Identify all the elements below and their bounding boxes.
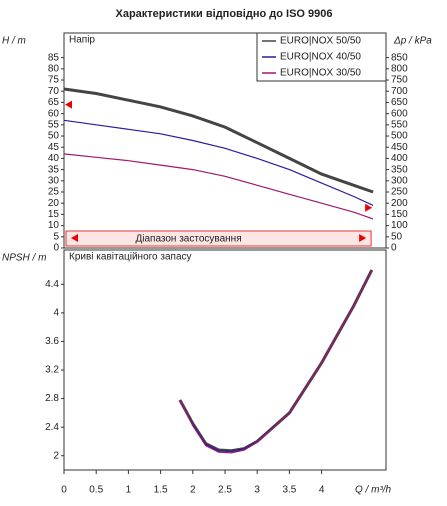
x-tick-label: 1.5 [154, 485, 168, 496]
y-tick-label: 55 [48, 119, 60, 130]
range-label: Діапазон застосування [135, 234, 241, 245]
y2-tick-label: 650 [391, 97, 408, 108]
y-tick-label: 25 [48, 187, 60, 198]
y2-tick-label: 250 [391, 187, 408, 198]
y-tick-label: 85 [48, 52, 60, 63]
y2-tick-label: 400 [391, 153, 408, 164]
range-arrow [71, 234, 78, 242]
y2-tick-label: 850 [391, 52, 408, 63]
y-tick-label: 40 [48, 153, 60, 164]
x-tick-label: 2 [190, 485, 196, 496]
panel-label: Криві кавітаційного запасу [69, 252, 192, 263]
y-tick-label: 45 [48, 142, 60, 153]
y2-tick-label: 600 [391, 108, 408, 119]
y-tick-label: 3.2 [45, 365, 59, 376]
x-tick-label: 3.5 [282, 485, 296, 496]
y-tick-label: 20 [48, 198, 60, 209]
series-line [63, 119, 374, 206]
plot-frame [63, 32, 387, 249]
series-line [179, 269, 373, 454]
y-tick-label: 65 [48, 97, 60, 108]
y-tick-label: 2 [53, 450, 59, 461]
series-line [63, 87, 374, 194]
y-tick-label: 80 [48, 63, 60, 74]
y-tick-label: 3.6 [45, 336, 59, 347]
y-tick-label: 50 [48, 131, 60, 142]
y-tick-label: 35 [48, 164, 60, 175]
x-tick-label: 2.5 [218, 485, 232, 496]
y2-tick-label: 100 [391, 220, 408, 231]
plot-frame [63, 249, 387, 471]
y2-tick-label: 300 [391, 175, 408, 186]
y-tick-label: 5 [53, 231, 59, 242]
x-tick-label: 0 [61, 485, 67, 496]
x-tick-label: 0.5 [89, 485, 103, 496]
y2-tick-label: 550 [391, 119, 408, 130]
y2-tick-label: 150 [391, 209, 408, 220]
y2-tick-label: 500 [391, 131, 408, 142]
x-axis-label: Q / m³/h [355, 485, 392, 496]
limit-marker [365, 203, 373, 212]
y-tick-label: 4.4 [45, 279, 59, 290]
y-tick-label: 75 [48, 75, 60, 86]
y-tick-label: 2.4 [45, 422, 59, 433]
y2-tick-label: 800 [391, 63, 408, 74]
application-range [65, 230, 372, 247]
y2-tick-label: 50 [391, 231, 403, 242]
limit-marker [65, 100, 72, 109]
range-arrow [359, 234, 367, 242]
y2-axis-label: Δp / kPa [393, 36, 432, 47]
y-tick-label: 10 [48, 220, 60, 231]
y-tick-label: 15 [48, 209, 60, 220]
series-line [63, 153, 374, 220]
legend-label: EURO|NOX 30/50 [280, 68, 361, 79]
y-axis-label: NPSH / m [2, 253, 46, 264]
y2-tick-label: 350 [391, 164, 408, 175]
y2-tick-label: 750 [391, 75, 408, 86]
y-tick-label: 2.8 [45, 393, 59, 404]
y-tick-label: 60 [48, 108, 60, 119]
x-tick-label: 1 [126, 485, 132, 496]
x-tick-label: 3 [254, 485, 260, 496]
y2-tick-label: 0 [391, 243, 397, 254]
y-tick-label: 70 [48, 86, 60, 97]
y-tick-label: 4 [53, 307, 59, 318]
panel-label: Напір [69, 35, 95, 46]
y-axis-label: H / m [2, 36, 26, 47]
y2-tick-label: 200 [391, 198, 408, 209]
series-line [178, 269, 374, 453]
y2-tick-label: 700 [391, 86, 408, 97]
chart-title: Характеристики відповідно до ISO 9906 [116, 8, 333, 20]
legend-frame [256, 32, 387, 82]
y-tick-label: 0 [53, 243, 59, 254]
series-line [179, 269, 373, 453]
legend-label: EURO|NOX 50/50 [280, 36, 361, 47]
legend-label: EURO|NOX 40/50 [280, 52, 361, 63]
y2-tick-label: 450 [391, 142, 408, 153]
x-tick-label: 4 [319, 485, 325, 496]
y-tick-label: 30 [48, 175, 60, 186]
